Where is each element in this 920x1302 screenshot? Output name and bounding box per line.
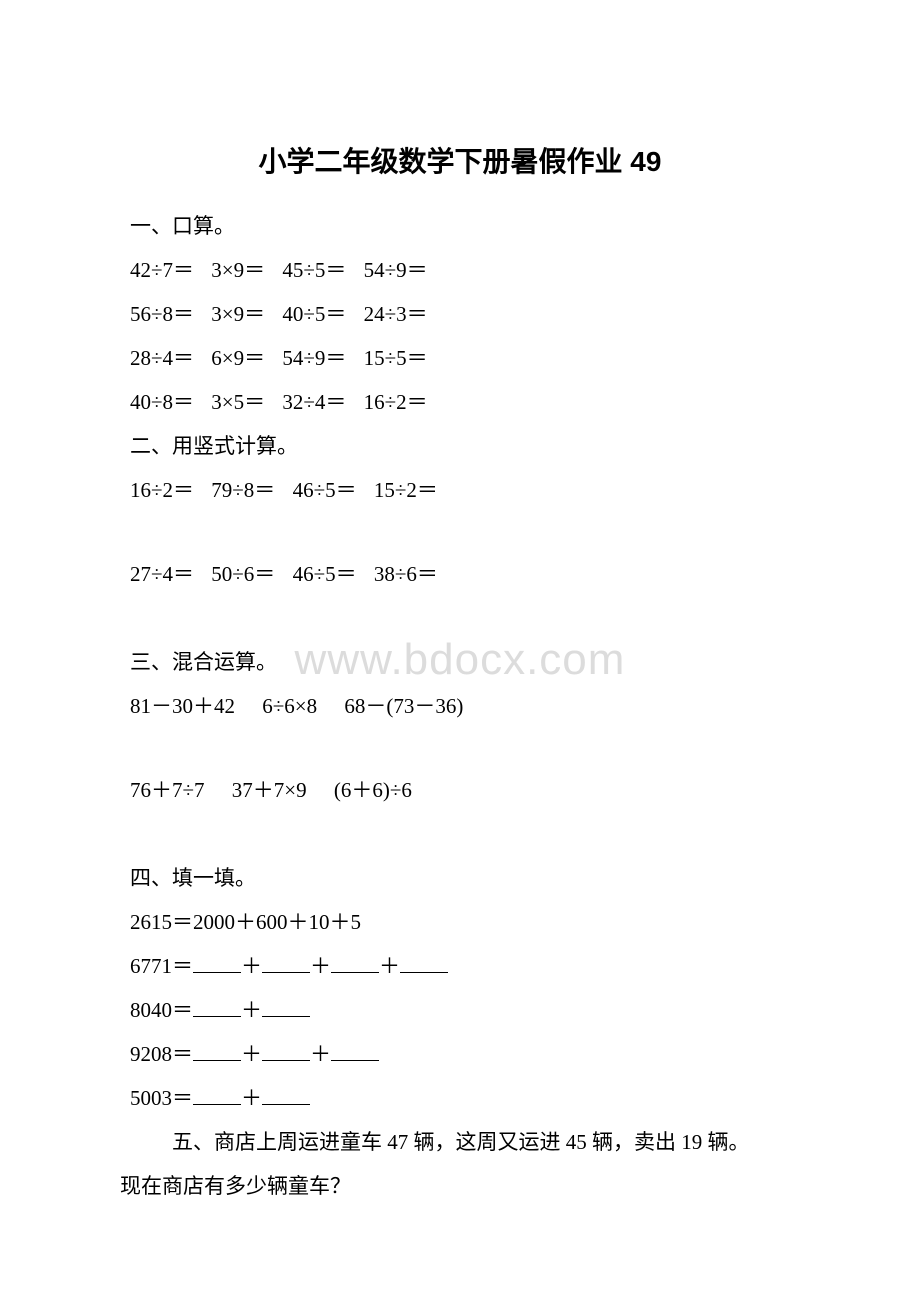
section1-heading: 一、口算。 (130, 210, 790, 240)
math-expr: 42÷7＝ (130, 258, 194, 282)
section4-item: 9208＝＋＋ (130, 1038, 790, 1068)
fill-blank (262, 1084, 310, 1105)
item-prefix: 5003＝ (130, 1086, 193, 1110)
section4-example: 2615＝2000＋600＋10＋5 (130, 906, 790, 936)
math-expr: 54÷9＝ (364, 258, 428, 282)
math-expr: 15÷5＝ (364, 346, 428, 370)
math-expr: 76＋7÷7 (130, 778, 205, 802)
fill-blank (262, 952, 310, 973)
math-expr: 28÷4＝ (130, 346, 194, 370)
section3-row: 81－30＋42 6÷6×8 68－(73－36) (130, 690, 790, 720)
spacer (130, 818, 790, 858)
fill-blank (400, 952, 448, 973)
section2-row: 27÷4＝ 50÷6＝ 46÷5＝ 38÷6＝ (130, 558, 790, 588)
section2-row: 16÷2＝ 79÷8＝ 46÷5＝ 15÷2＝ (130, 474, 790, 504)
math-expr: 24÷3＝ (364, 302, 428, 326)
fill-blank (193, 1084, 241, 1105)
math-expr: 15÷2＝ (374, 478, 438, 502)
math-expr: 56÷8＝ (130, 302, 194, 326)
section1-row: 28÷4＝ 6×9＝ 54÷9＝ 15÷5＝ (130, 342, 790, 372)
math-expr: 6÷6×8 (262, 694, 317, 718)
math-expr: 46÷5＝ (293, 478, 357, 502)
fill-blank (331, 952, 379, 973)
section2-heading: 二、用竖式计算。 (130, 430, 790, 460)
math-expr: 50÷6＝ (211, 562, 275, 586)
math-expr: 40÷5＝ (282, 302, 346, 326)
section5-line2: 现在商店有多少辆童车？ (120, 1170, 790, 1200)
math-expr: 3×9＝ (211, 258, 265, 282)
spacer (130, 518, 790, 558)
math-expr: 27÷4＝ (130, 562, 194, 586)
section5-line1: 五、商店上周运进童车 47 辆，这周又运进 45 辆，卖出 19 辆。 (130, 1126, 790, 1156)
spacer (130, 734, 790, 774)
math-expr: 3×5＝ (211, 390, 265, 414)
math-expr: 16÷2＝ (130, 478, 194, 502)
math-expr: 32÷4＝ (282, 390, 346, 414)
math-expr: 45÷5＝ (282, 258, 346, 282)
fill-blank (262, 996, 310, 1017)
item-prefix: 8040＝ (130, 998, 193, 1022)
section4-item: 8040＝＋ (130, 994, 790, 1024)
fill-blank (331, 1040, 379, 1061)
item-prefix: 6771＝ (130, 954, 193, 978)
math-expr: 38÷6＝ (374, 562, 438, 586)
page-title: 小学二年级数学下册暑假作业 49 (130, 140, 790, 180)
math-expr: 79÷8＝ (211, 478, 275, 502)
section3-heading: 三、混合运算。 (130, 646, 790, 676)
fill-blank (262, 1040, 310, 1061)
fill-blank (193, 996, 241, 1017)
math-expr: 68－(73－36) (344, 694, 463, 718)
fill-blank (193, 1040, 241, 1061)
section3-row: 76＋7÷7 37＋7×9 (6＋6)÷6 (130, 774, 790, 804)
math-expr: 81－30＋42 (130, 694, 235, 718)
item-prefix: 9208＝ (130, 1042, 193, 1066)
section1-row: 42÷7＝ 3×9＝ 45÷5＝ 54÷9＝ (130, 254, 790, 284)
document-content: 小学二年级数学下册暑假作业 49 一、口算。 42÷7＝ 3×9＝ 45÷5＝ … (130, 140, 790, 1200)
math-expr: 3×9＝ (211, 302, 265, 326)
fill-blank (193, 952, 241, 973)
math-expr: 46÷5＝ (293, 562, 357, 586)
math-expr: 16÷2＝ (364, 390, 428, 414)
math-expr: 37＋7×9 (232, 778, 307, 802)
section4-item: 5003＝＋ (130, 1082, 790, 1112)
spacer (130, 602, 790, 642)
math-expr: 40÷8＝ (130, 390, 194, 414)
math-expr: 54÷9＝ (282, 346, 346, 370)
section4-heading: 四、填一填。 (130, 862, 790, 892)
section4-item: 6771＝＋＋＋ (130, 950, 790, 980)
section1-row: 40÷8＝ 3×5＝ 32÷4＝ 16÷2＝ (130, 386, 790, 416)
math-expr: 6×9＝ (211, 346, 265, 370)
math-expr: (6＋6)÷6 (334, 778, 412, 802)
section1-row: 56÷8＝ 3×9＝ 40÷5＝ 24÷3＝ (130, 298, 790, 328)
